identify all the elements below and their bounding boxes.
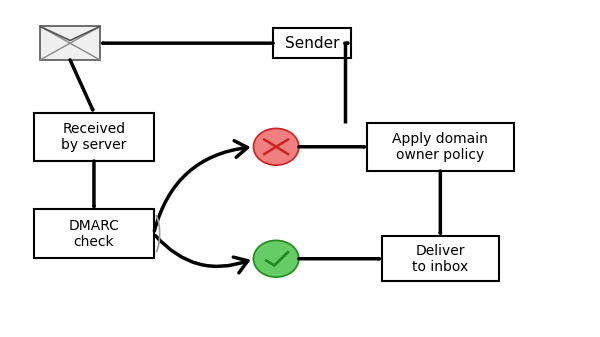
Text: Apply domain
owner policy: Apply domain owner policy xyxy=(392,132,488,162)
Text: Received
by server: Received by server xyxy=(61,122,127,152)
FancyBboxPatch shape xyxy=(367,123,514,171)
FancyBboxPatch shape xyxy=(34,209,154,258)
Text: DMARC
check: DMARC check xyxy=(68,219,119,249)
Ellipse shape xyxy=(253,240,299,277)
FancyBboxPatch shape xyxy=(40,27,100,60)
FancyArrowPatch shape xyxy=(155,236,248,273)
Text: Sender: Sender xyxy=(284,36,339,51)
Ellipse shape xyxy=(253,128,299,165)
Text: Deliver
to inbox: Deliver to inbox xyxy=(412,244,469,274)
FancyBboxPatch shape xyxy=(382,236,499,281)
FancyBboxPatch shape xyxy=(273,28,351,58)
FancyArrowPatch shape xyxy=(154,141,248,231)
FancyBboxPatch shape xyxy=(34,113,154,161)
